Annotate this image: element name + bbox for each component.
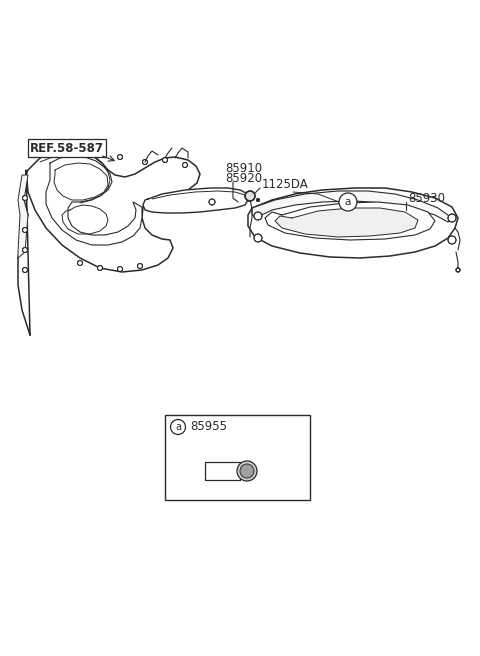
Circle shape — [118, 266, 122, 272]
Text: 85910: 85910 — [225, 161, 262, 174]
Polygon shape — [18, 175, 28, 258]
Circle shape — [456, 268, 460, 272]
Circle shape — [23, 195, 27, 201]
Polygon shape — [252, 191, 452, 222]
Text: a: a — [175, 422, 181, 432]
Circle shape — [448, 236, 456, 244]
Polygon shape — [54, 163, 108, 200]
Circle shape — [254, 234, 262, 242]
Circle shape — [182, 163, 188, 167]
Circle shape — [23, 228, 27, 232]
Text: 1125DA: 1125DA — [262, 178, 309, 190]
Circle shape — [137, 264, 143, 268]
Circle shape — [256, 199, 260, 201]
Polygon shape — [62, 205, 108, 234]
Circle shape — [23, 268, 27, 272]
Circle shape — [339, 193, 357, 211]
Circle shape — [118, 155, 122, 159]
Circle shape — [93, 152, 97, 157]
Text: a: a — [345, 197, 351, 207]
Text: 85955: 85955 — [190, 420, 227, 434]
Circle shape — [97, 266, 103, 270]
Polygon shape — [143, 188, 248, 213]
Circle shape — [237, 461, 257, 481]
Circle shape — [209, 199, 215, 205]
Circle shape — [163, 157, 168, 163]
Polygon shape — [265, 202, 435, 240]
Circle shape — [23, 247, 27, 253]
Circle shape — [143, 159, 147, 165]
Circle shape — [254, 212, 262, 220]
Circle shape — [77, 260, 83, 266]
Bar — [165, 415, 310, 500]
Text: 85920: 85920 — [225, 171, 262, 184]
Circle shape — [245, 191, 255, 201]
Circle shape — [448, 214, 456, 222]
Text: 85930: 85930 — [408, 192, 445, 205]
Polygon shape — [46, 156, 142, 245]
Circle shape — [240, 464, 254, 478]
Polygon shape — [275, 208, 418, 237]
Polygon shape — [205, 462, 240, 480]
Polygon shape — [248, 188, 458, 258]
Text: REF.58-587: REF.58-587 — [30, 142, 104, 155]
Polygon shape — [18, 150, 200, 335]
